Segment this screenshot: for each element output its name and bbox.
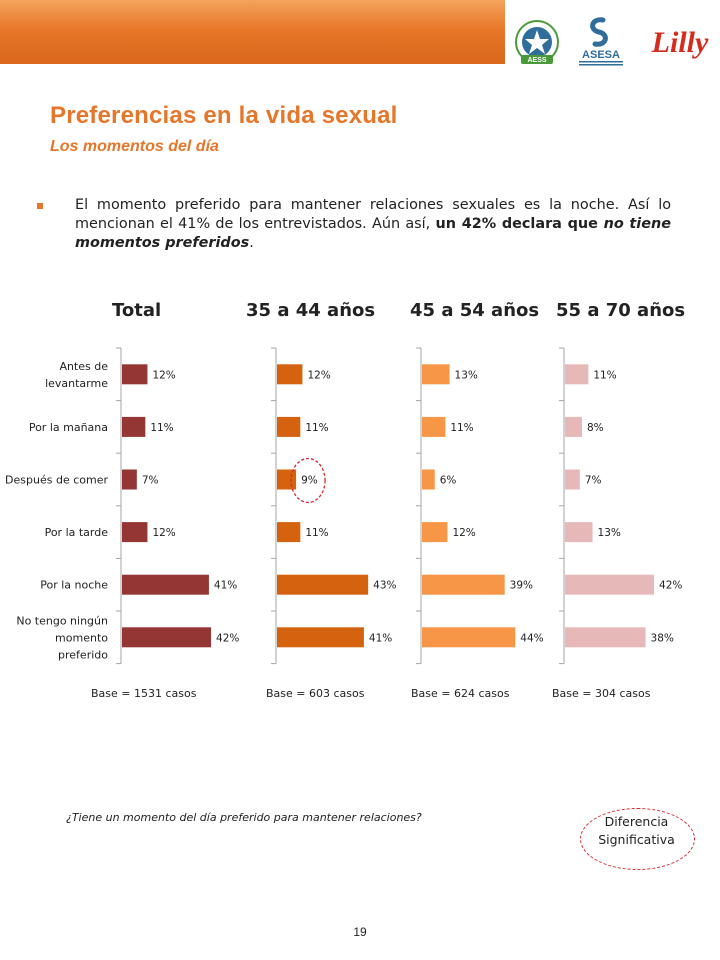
bar	[565, 416, 582, 437]
data-label: 9%	[301, 475, 318, 487]
bar	[122, 469, 137, 490]
bar-chart: Antes de levantarme Por la mañana Después d…	[5, 347, 682, 665]
bullet-marker	[37, 203, 43, 209]
group-title-35-44: 35 a 44 años	[246, 300, 376, 321]
aess-logo-text: AESS	[527, 57, 546, 64]
bar	[277, 364, 303, 385]
data-label: 7%	[142, 475, 159, 487]
base-35-44: Base = 603 casos	[266, 687, 365, 700]
category-label-line: Por la tarde	[45, 526, 109, 539]
data-label: 11%	[150, 422, 173, 434]
category-label-line: Por la noche	[40, 579, 108, 592]
data-label: 7%	[585, 475, 602, 487]
header-banner	[0, 0, 505, 64]
bar	[565, 574, 655, 595]
data-label: 38%	[651, 632, 674, 644]
base-55-70: Base = 304 casos	[552, 687, 651, 700]
group-title-total: Total	[112, 300, 162, 321]
base-45-54: Base = 624 casos	[411, 687, 510, 700]
group-title-45-54: 45 a 54 años	[410, 300, 540, 321]
category-label-line: momento	[55, 631, 108, 644]
bar	[422, 522, 448, 543]
category-label: Por la tarde	[45, 526, 109, 539]
summary-bold-1: un 42% declara que	[435, 216, 604, 232]
data-label: 11%	[450, 422, 473, 434]
category-label: Antes de levantarme	[45, 360, 108, 390]
data-label: 42%	[216, 632, 239, 644]
partner-logos: AESS ASESA Lilly	[515, 17, 709, 66]
bar	[277, 469, 297, 490]
bar	[422, 469, 435, 490]
page-number: 19	[353, 925, 367, 939]
bar	[422, 574, 505, 595]
bar	[122, 364, 148, 385]
category-label: Por la noche	[40, 579, 108, 592]
category-label: Por la mañana	[29, 421, 108, 434]
bar	[277, 416, 301, 437]
data-label: 8%	[587, 422, 604, 434]
aess-logo: AESS	[515, 20, 559, 64]
category-label-line: No tengo ningún	[16, 614, 108, 627]
bar	[122, 627, 212, 648]
data-label: 13%	[455, 369, 478, 381]
bar	[277, 522, 301, 543]
asesa-logo-text: ASESA	[582, 49, 620, 61]
bar	[277, 627, 364, 648]
bar	[422, 364, 450, 385]
summary-bold-italic: no tiene momentos preferidos	[75, 216, 671, 251]
data-label: 12%	[152, 527, 175, 539]
summary-paragraph: El momento preferido para mantener relac…	[75, 196, 671, 253]
summary-text-2: .	[249, 235, 254, 251]
survey-question: ¿Tiene un momento del día preferido para…	[66, 811, 422, 824]
page-subtitle: Los momentos del día	[50, 138, 219, 155]
bar	[122, 522, 148, 543]
summary-text-1: El momento preferido para mantener relac…	[75, 197, 671, 232]
category-label-line: levantarme	[45, 377, 108, 390]
asesa-logo: ASESA	[579, 17, 623, 66]
bar	[565, 627, 646, 648]
data-label: 41%	[214, 580, 237, 592]
data-label: 11%	[593, 369, 616, 381]
significance-ellipse	[580, 808, 695, 870]
data-label: 12%	[307, 369, 330, 381]
data-label: 12%	[152, 369, 175, 381]
category-label: Después de comer	[5, 474, 108, 487]
category-label-line: preferido	[58, 648, 108, 661]
data-label: 11%	[305, 527, 328, 539]
bar	[565, 364, 589, 385]
data-label: 11%	[305, 422, 328, 434]
bar	[565, 469, 580, 490]
bar	[122, 416, 146, 437]
bar	[122, 574, 209, 595]
category-label-line: Antes de	[59, 360, 108, 373]
logo-strip: AESS ASESA Lilly	[515, 8, 715, 68]
bar	[277, 574, 369, 595]
bar	[565, 522, 593, 543]
data-label: 13%	[598, 527, 621, 539]
category-label: No tengo ningún momento preferido	[16, 614, 108, 661]
category-label-line: Por la mañana	[29, 421, 108, 434]
category-label-line: Después de comer	[5, 474, 108, 487]
data-label: 42%	[659, 580, 682, 592]
lilly-logo: Lilly	[651, 26, 709, 59]
base-total: Base = 1531 casos	[91, 687, 197, 700]
data-label: 6%	[440, 475, 457, 487]
significance-highlight	[290, 457, 326, 504]
bar	[422, 416, 446, 437]
data-label: 43%	[373, 580, 396, 592]
data-label: 12%	[452, 527, 475, 539]
data-label: 44%	[520, 632, 543, 644]
bar	[422, 627, 516, 648]
page-title: Preferencias en la vida sexual	[50, 102, 398, 129]
significance-label: Diferencia Significativa	[598, 814, 675, 847]
data-label: 41%	[369, 632, 392, 644]
data-label: 39%	[510, 580, 533, 592]
group-title-55-70: 55 a 70 años	[556, 300, 686, 321]
